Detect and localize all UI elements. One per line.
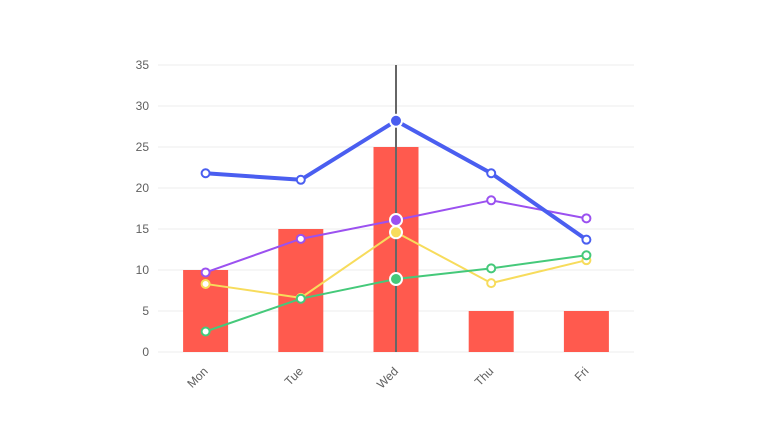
y-tick-label: 25: [136, 140, 150, 154]
point-series-1-fri[interactable]: [581, 234, 592, 245]
point-series-2-wed[interactable]: [389, 212, 403, 227]
y-tick-label: 35: [136, 58, 150, 72]
bar-tue[interactable]: [278, 229, 324, 352]
point-series-4-mon[interactable]: [200, 326, 211, 337]
point-series-3-thu[interactable]: [486, 278, 497, 289]
y-tick-label: 10: [136, 263, 150, 277]
y-tick-label: 0: [142, 345, 149, 359]
bar-thu[interactable]: [468, 311, 514, 352]
point-series-2-fri[interactable]: [581, 213, 592, 224]
point-series-2-mon[interactable]: [200, 267, 211, 278]
point-series-1-tue[interactable]: [295, 174, 306, 185]
point-series-3-wed[interactable]: [389, 225, 403, 240]
y-tick-label: 30: [136, 99, 150, 113]
point-series-4-tue[interactable]: [295, 293, 306, 304]
y-tick-label: 5: [142, 304, 149, 318]
point-series-1-thu[interactable]: [486, 168, 497, 179]
x-tick-label-wed: Wed: [374, 364, 401, 391]
bar-fri[interactable]: [563, 311, 609, 352]
bar-layer: [183, 147, 609, 352]
x-tick-label-thu: Thu: [472, 364, 497, 389]
point-series-4-wed[interactable]: [389, 272, 403, 287]
point-series-1-mon[interactable]: [200, 168, 211, 179]
point-series-2-thu[interactable]: [486, 195, 497, 206]
x-tick-label-fri: Fri: [572, 364, 592, 384]
point-series-4-fri[interactable]: [581, 250, 592, 261]
y-tick-label: 20: [136, 181, 150, 195]
y-tick-label: 15: [136, 222, 150, 236]
line-layer: [200, 65, 592, 352]
point-series-1-wed[interactable]: [389, 113, 403, 128]
point-series-3-mon[interactable]: [200, 278, 211, 289]
x-tick-label-tue: Tue: [282, 364, 306, 388]
point-series-4-thu[interactable]: [486, 263, 497, 274]
x-tick-label-mon: Mon: [184, 364, 210, 390]
point-series-2-tue[interactable]: [295, 233, 306, 244]
